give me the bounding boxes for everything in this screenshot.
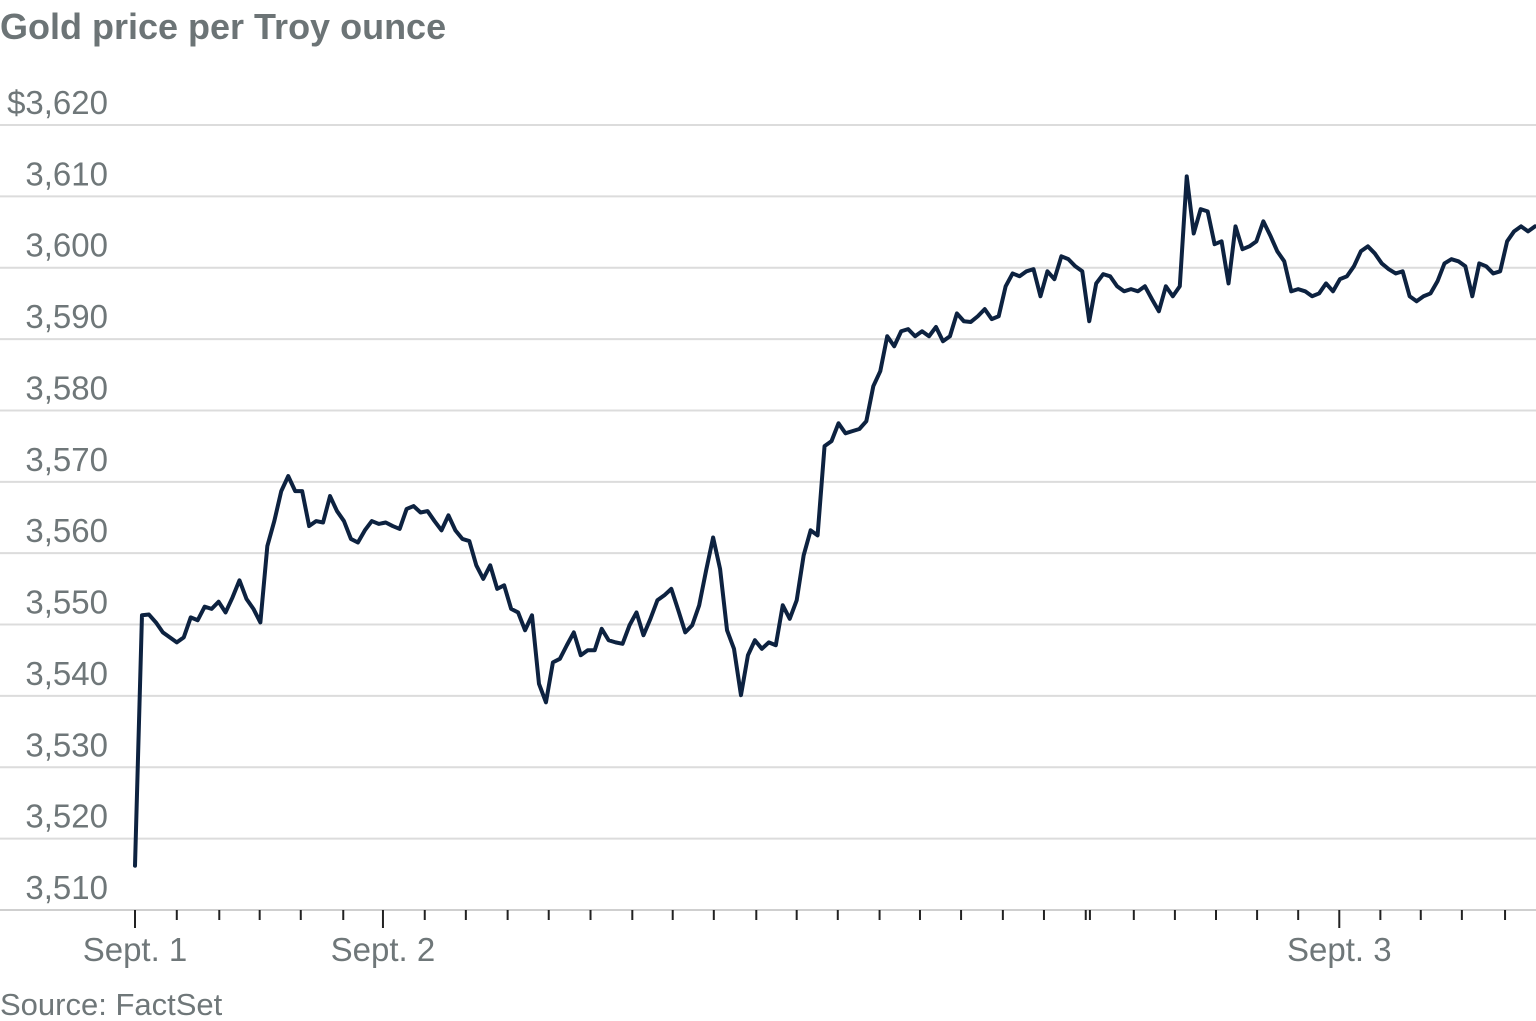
x-tick-label: Sept. 3 [1287, 931, 1392, 968]
y-tick-label: 3,530 [25, 726, 108, 763]
x-tick-label: Sept. 2 [331, 931, 436, 968]
chart-title: Gold price per Troy ounce [0, 6, 446, 47]
price-line [133, 174, 1536, 868]
y-tick-label: 3,600 [25, 227, 108, 264]
y-tick-label: 3,520 [25, 798, 108, 835]
y-tick-label: 3,570 [25, 441, 108, 478]
y-tick-label: 3,560 [25, 512, 108, 549]
y-tick-label: 3,590 [25, 298, 108, 335]
y-tick-label: 3,550 [25, 584, 108, 621]
source-note: Source: FactSet [0, 987, 223, 1021]
y-tick-label: 3,510 [25, 869, 108, 906]
y-tick-label: $3,620 [7, 84, 108, 121]
x-tick-label: Sept. 1 [83, 931, 188, 968]
y-tick-label: 3,540 [25, 655, 108, 692]
y-tick-label: 3,610 [25, 155, 108, 192]
y-tick-label: 3,580 [25, 369, 108, 406]
